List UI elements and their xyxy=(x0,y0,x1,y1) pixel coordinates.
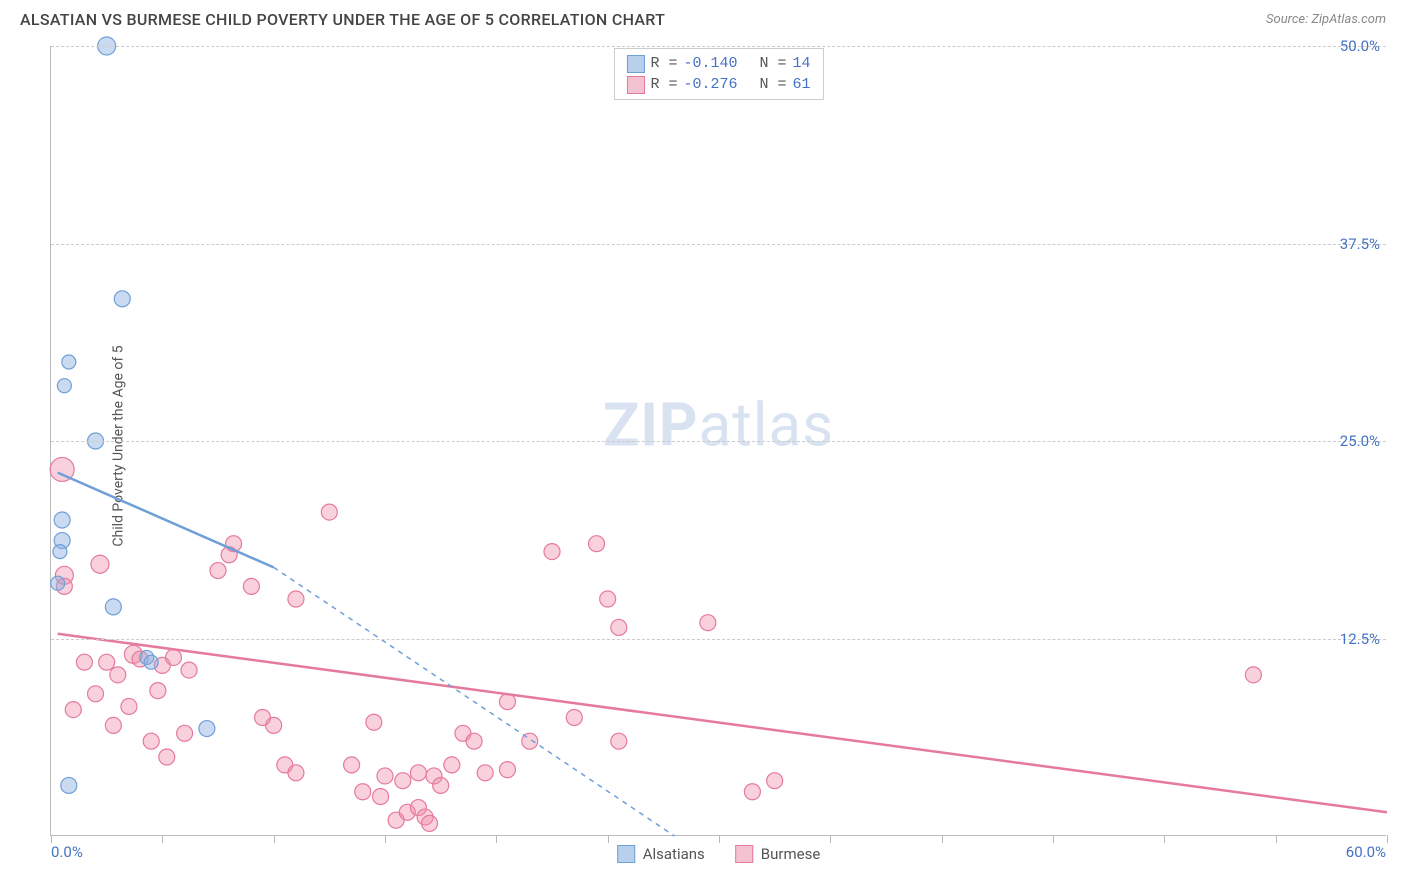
point-alsatians xyxy=(62,355,76,369)
point-burmese xyxy=(288,765,304,781)
point-burmese xyxy=(377,768,393,784)
point-burmese xyxy=(76,654,92,670)
chart-title: ALSATIAN VS BURMESE CHILD POVERTY UNDER … xyxy=(20,10,665,29)
point-burmese xyxy=(477,765,493,781)
x-tick xyxy=(51,835,52,843)
point-burmese xyxy=(422,815,438,831)
point-alsatians xyxy=(144,655,158,669)
point-burmese xyxy=(344,757,360,773)
legend-item-burmese: Burmese xyxy=(735,845,821,863)
point-burmese xyxy=(181,662,197,678)
point-burmese xyxy=(99,654,115,670)
x-tick xyxy=(274,835,275,843)
point-burmese xyxy=(600,591,616,607)
point-burmese xyxy=(165,649,181,665)
trendline-dashed-alsatians xyxy=(274,567,675,836)
point-burmese xyxy=(700,615,716,631)
point-burmese xyxy=(566,710,582,726)
point-burmese xyxy=(1245,667,1261,683)
point-burmese xyxy=(65,702,81,718)
x-tick xyxy=(719,835,720,843)
point-burmese xyxy=(177,725,193,741)
point-burmese xyxy=(288,591,304,607)
point-alsatians xyxy=(199,721,215,737)
point-burmese xyxy=(210,563,226,579)
x-tick xyxy=(942,835,943,843)
point-alsatians xyxy=(114,291,130,307)
x-tick xyxy=(1053,835,1054,843)
point-alsatians xyxy=(57,379,71,393)
stats-row-burmese: R = -0.276 N = 61 xyxy=(626,74,810,95)
point-alsatians xyxy=(61,777,77,793)
source-attribution: Source: ZipAtlas.com xyxy=(1266,12,1386,27)
point-burmese xyxy=(321,504,337,520)
point-burmese xyxy=(110,667,126,683)
point-burmese xyxy=(744,784,760,800)
gridline xyxy=(51,441,1386,442)
x-tick xyxy=(1276,835,1277,843)
x-tick xyxy=(1164,835,1165,843)
legend-item-alsatians: Alsatians xyxy=(617,845,705,863)
x-tick xyxy=(830,835,831,843)
gridline xyxy=(51,46,1386,47)
point-burmese xyxy=(373,789,389,805)
point-burmese xyxy=(444,757,460,773)
point-burmese xyxy=(611,619,627,635)
y-tick-label: 25.0% xyxy=(1340,432,1380,450)
point-burmese xyxy=(159,749,175,765)
point-burmese xyxy=(355,784,371,800)
stats-row-alsatians: R = -0.140 N = 14 xyxy=(626,53,810,74)
point-alsatians xyxy=(54,512,70,528)
swatch-alsatians xyxy=(626,55,644,73)
correlation-stats-box: R = -0.140 N = 14 R = -0.276 N = 61 xyxy=(613,48,823,100)
x-tick xyxy=(385,835,386,843)
x-tick xyxy=(608,835,609,843)
legend-swatch-burmese xyxy=(735,845,753,863)
y-tick-label: 37.5% xyxy=(1340,235,1380,253)
point-burmese xyxy=(91,555,109,573)
swatch-burmese xyxy=(626,76,644,94)
point-burmese xyxy=(433,777,449,793)
point-burmese xyxy=(767,773,783,789)
point-alsatians xyxy=(53,545,67,559)
point-burmese xyxy=(499,762,515,778)
x-max-label: 60.0% xyxy=(1346,843,1386,861)
point-burmese xyxy=(589,536,605,552)
y-tick-label: 12.5% xyxy=(1340,630,1380,648)
chart-plot-area: ZIPatlas R = -0.140 N = 14 R = -0.276 N … xyxy=(50,46,1386,836)
point-burmese xyxy=(243,578,259,594)
point-burmese xyxy=(410,765,426,781)
point-alsatians xyxy=(51,576,65,590)
point-burmese xyxy=(499,694,515,710)
gridline xyxy=(51,639,1386,640)
x-tick xyxy=(162,835,163,843)
point-burmese xyxy=(544,544,560,560)
point-burmese xyxy=(395,773,411,789)
point-alsatians xyxy=(105,599,121,615)
point-burmese xyxy=(88,686,104,702)
x-tick xyxy=(496,835,497,843)
y-tick-label: 50.0% xyxy=(1340,37,1380,55)
legend: Alsatians Burmese xyxy=(617,845,821,863)
point-burmese xyxy=(611,733,627,749)
point-burmese xyxy=(266,717,282,733)
point-burmese xyxy=(121,698,137,714)
point-burmese xyxy=(366,714,382,730)
point-burmese xyxy=(150,683,166,699)
legend-swatch-alsatians xyxy=(617,845,635,863)
point-burmese xyxy=(143,733,159,749)
gridline xyxy=(51,244,1386,245)
point-burmese xyxy=(466,733,482,749)
point-burmese xyxy=(105,717,121,733)
x-tick xyxy=(1387,835,1388,843)
trendline-alsatians xyxy=(58,473,274,568)
x-min-label: 0.0% xyxy=(51,843,83,861)
